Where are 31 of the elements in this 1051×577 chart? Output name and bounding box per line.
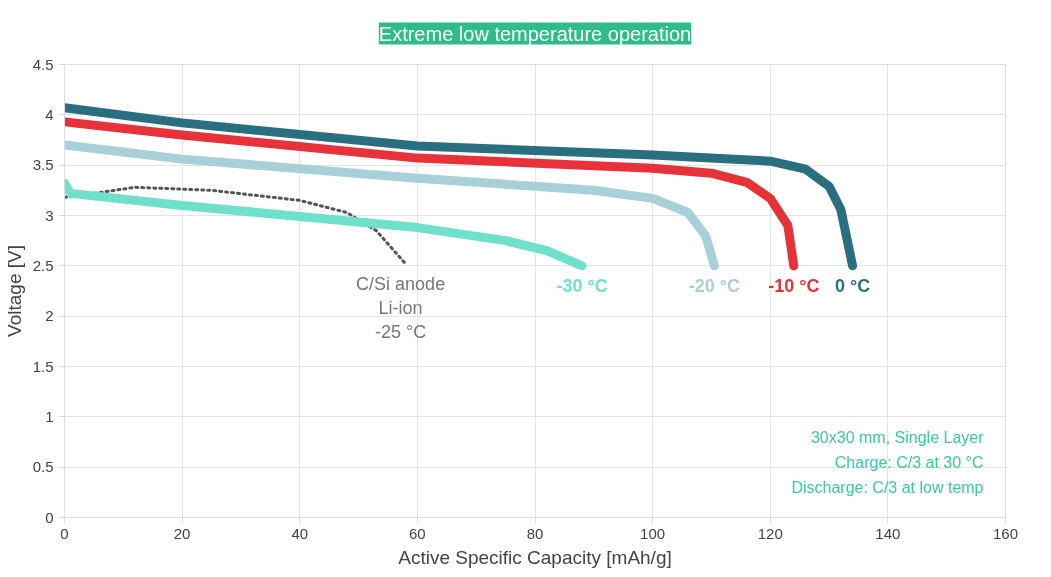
y-tick-label: 4.5 bbox=[32, 55, 54, 73]
annotation: Charge: C/3 at 30 °C bbox=[834, 453, 984, 471]
y-tick-label: 3 bbox=[45, 206, 54, 224]
x-tick-label: 60 bbox=[409, 524, 426, 542]
y-tick-label: 3.5 bbox=[32, 156, 54, 174]
y-tick-label: 0.5 bbox=[32, 458, 54, 476]
y-tick-label: 1.5 bbox=[32, 357, 54, 375]
y-tick-label: 2.5 bbox=[32, 256, 54, 274]
series-label: 0 °C bbox=[834, 275, 871, 296]
line-series bbox=[64, 185, 408, 266]
x-axis-title: Active Specific Capacity [mAh/g] bbox=[398, 546, 672, 568]
x-tick-label: 40 bbox=[291, 524, 309, 542]
x-tick-label: 20 bbox=[173, 524, 191, 542]
x-tick-label: 80 bbox=[526, 524, 544, 542]
series-label: -30 °C bbox=[556, 275, 608, 296]
x-tick-label: 100 bbox=[640, 524, 666, 542]
y-tick-label: 2 bbox=[45, 307, 54, 325]
chart-title: Extreme low temperature operation bbox=[378, 22, 692, 45]
series-label: -10 °C bbox=[768, 275, 820, 296]
y-axis-title: Voltage [V] bbox=[3, 245, 25, 337]
y-tick-label: 4 bbox=[45, 105, 54, 123]
x-tick-label: 140 bbox=[875, 524, 901, 542]
annotation: 30x30 mm, Single Layer bbox=[810, 428, 985, 446]
y-tick-label: 1 bbox=[45, 407, 54, 425]
x-tick-label: 120 bbox=[757, 524, 783, 542]
series-label: -20 °C bbox=[688, 275, 740, 296]
x-tick-label: 160 bbox=[992, 524, 1019, 542]
x-tick-label: 0 bbox=[60, 524, 69, 542]
text: C/Si anode Li-ion -25 °C bbox=[356, 273, 446, 342]
annotation: Discharge: C/3 at low temp bbox=[791, 478, 984, 496]
y-tick-label: 0 bbox=[45, 508, 54, 526]
